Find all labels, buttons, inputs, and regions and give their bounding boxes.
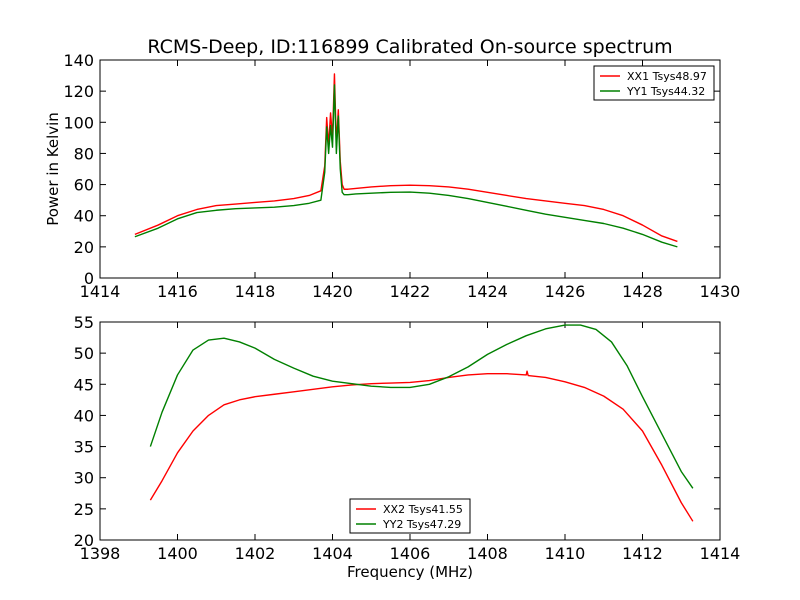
bottom-y-tick-label: 40 [74,406,94,425]
top-x-tick-label: 1416 [157,282,198,301]
top-panel-ylabel: Power in Kelvin [44,112,62,226]
bottom-x-tick-label: 1406 [390,544,431,563]
top-x-tick-label: 1420 [312,282,353,301]
top-panel-legend: XX1 Tsys48.97 YY1 Tsys44.32 [593,65,715,101]
bottom-y-tick-label: 20 [74,531,94,550]
bottom-y-tick-label: 45 [74,375,94,394]
bottom-x-tick-label: 1408 [467,544,508,563]
top-panel-ticks: 1414 1416 1418 1420 1422 1424 1426 1428 1430 0 20 4… [63,51,740,301]
top-series-line-2 [134,84,678,248]
top-y-tick-label: 100 [63,113,94,132]
bottom-x-tick-label: 1398 [80,544,121,563]
top-legend-label: YY1 Tsys44.32 [626,85,705,98]
bottom-y-tick-label: 35 [74,438,94,457]
bottom-legend-label: XX2 Tsys41.55 [383,503,463,516]
bottom-legend-box [349,498,471,534]
top-x-tick-label: 1430 [700,282,741,301]
top-y-tick-label: 60 [74,176,94,195]
bottom-panel-frame [99,321,721,541]
top-y-tick-label: 0 [84,269,94,288]
top-legend-label: XX1 Tsys48.97 [627,70,707,83]
bottom-panel-legend: XX2 Tsys41.55 YY2 Tsys47.29 [349,498,471,534]
bottom-x-tick-label: 1400 [157,544,198,563]
bottom-x-tick-label: 1404 [312,544,353,563]
top-y-tick-label: 140 [63,51,94,70]
top-panel-frame [99,59,721,279]
bottom-y-tick-label: 30 [74,469,94,488]
chart-title: RCMS-Deep, ID:116899 Calibrated On-sourc… [147,36,672,58]
bottom-series-line-1 [149,370,694,522]
top-x-tick-label: 1414 [80,282,121,301]
bottom-x-tick-label: 1412 [622,544,663,563]
bottom-legend-label: YY2 Tsys47.29 [382,518,461,531]
top-x-tick-label: 1422 [390,282,431,301]
bottom-series-line-2 [149,324,694,489]
top-y-tick-label: 80 [74,144,94,163]
bottom-y-tick-label: 50 [74,344,94,363]
bottom-y-tick-label: 25 [74,500,94,519]
top-y-tick-label: 40 [74,207,94,226]
top-panel-series [134,73,678,248]
top-x-tick-label: 1428 [622,282,663,301]
top-y-tick-label: 20 [74,238,94,257]
bottom-panel-xlabel: Frequency (MHz) [347,563,473,581]
bottom-x-tick-label: 1402 [235,544,276,563]
top-y-tick-label: 120 [63,82,94,101]
bottom-panel-series [149,324,694,522]
bottom-x-tick-label: 1410 [545,544,586,563]
top-legend-box [593,65,715,101]
top-panel: 1414 1416 1418 1420 1422 1424 1426 1428 1430 0 20 4… [44,51,740,301]
top-x-tick-label: 1424 [467,282,508,301]
bottom-x-tick-label: 1414 [700,544,741,563]
bottom-y-tick-label: 55 [74,313,94,332]
bottom-panel: 1398 1400 1402 1404 1406 1408 1410 1412 1414 20 25… [74,313,741,581]
top-x-tick-label: 1426 [545,282,586,301]
top-x-tick-label: 1418 [235,282,276,301]
